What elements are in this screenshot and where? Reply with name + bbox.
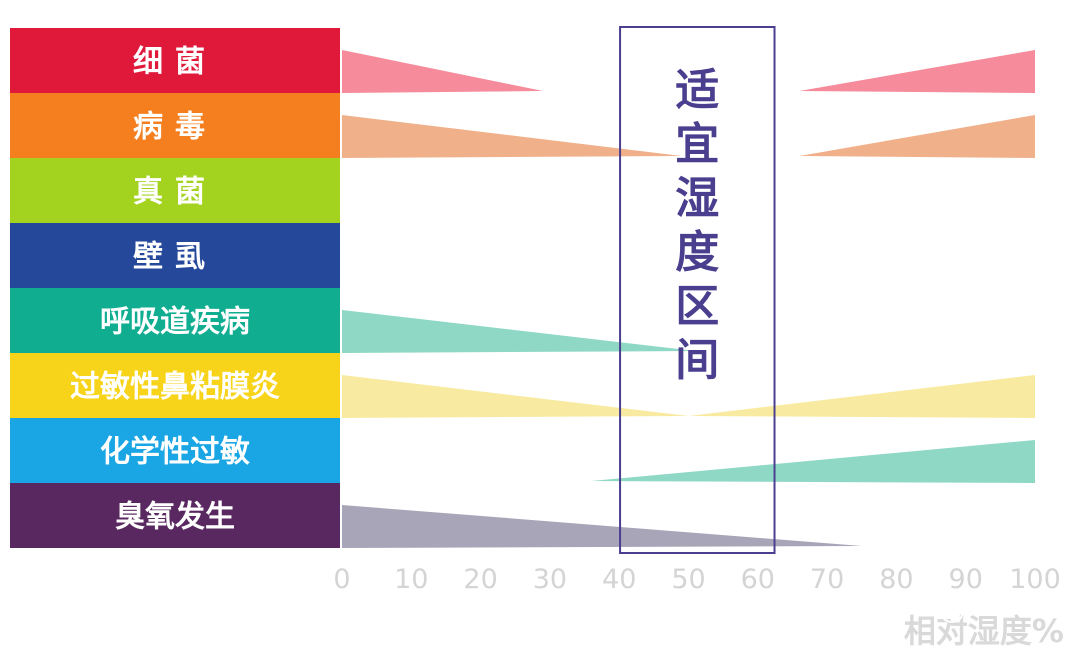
category-label: 化学性过敏: [100, 435, 250, 470]
category-bar: [10, 158, 340, 223]
category-label: 呼吸道疾病: [100, 305, 250, 340]
x-tick-label: 70: [810, 564, 844, 595]
risk-wedge: [591, 440, 1035, 483]
risk-wedge: [342, 375, 689, 418]
risk-wedge: [799, 50, 1035, 93]
category-bar: [10, 353, 340, 418]
optimal-humidity-zone: [619, 26, 776, 554]
risk-wedge: [342, 50, 543, 93]
category-label: 细菌: [133, 45, 217, 80]
category-label: 病毒: [133, 110, 217, 145]
risk-wedge: [342, 115, 682, 158]
x-tick-label: 0: [333, 564, 350, 595]
x-tick-label: 10: [394, 564, 428, 595]
category-bar: [10, 93, 340, 158]
category-label: 臭氧发生: [115, 500, 235, 535]
category-bar: [10, 28, 340, 93]
category-label: 过敏性鼻粘膜炎: [70, 370, 280, 405]
x-tick-label: 90: [949, 564, 983, 595]
category-label: 壁虱: [133, 240, 217, 275]
risk-wedge: [342, 310, 696, 353]
watermark: 伊玛斯: [927, 595, 1030, 623]
x-tick-label: 80: [879, 564, 913, 595]
zone-label-char: 间: [675, 335, 719, 386]
zone-label-char: 适: [675, 65, 719, 116]
risk-wedge: [342, 505, 862, 548]
category-bar: [10, 418, 340, 483]
x-tick-label: 20: [463, 564, 497, 595]
x-tick-label: 60: [741, 564, 775, 595]
watermark-text: 伊玛斯: [964, 595, 1030, 620]
zone-label-char: 度: [675, 227, 719, 278]
risk-wedge: [688, 375, 1035, 418]
category-bar: [10, 483, 340, 548]
x-tick-label: 30: [533, 564, 567, 595]
x-tick-label: 50: [671, 564, 705, 595]
category-bar: [10, 288, 340, 353]
x-tick-label: 100: [1009, 564, 1061, 595]
zone-label-char: 湿: [675, 173, 719, 224]
category-label: 真菌: [133, 175, 217, 210]
wechat-icon: [927, 595, 963, 623]
zone-label-char: 区: [675, 281, 719, 332]
risk-wedge: [799, 115, 1035, 158]
x-axis-title: 相对湿度%: [904, 612, 1064, 650]
zone-label-char: 宜: [675, 119, 719, 170]
category-bar: [10, 223, 340, 288]
x-tick-label: 40: [602, 564, 636, 595]
